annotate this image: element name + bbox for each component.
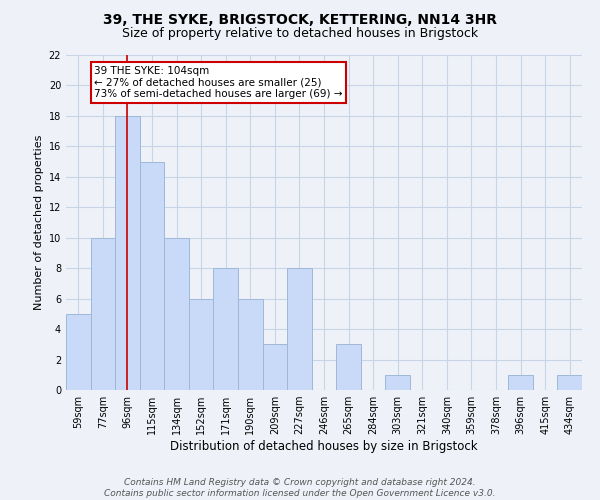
Bar xyxy=(189,298,214,390)
Text: 39 THE SYKE: 104sqm
← 27% of detached houses are smaller (25)
73% of semi-detach: 39 THE SYKE: 104sqm ← 27% of detached ho… xyxy=(94,66,343,99)
Bar xyxy=(336,344,361,390)
Bar xyxy=(91,238,115,390)
Bar xyxy=(263,344,287,390)
X-axis label: Distribution of detached houses by size in Brigstock: Distribution of detached houses by size … xyxy=(170,440,478,453)
Bar xyxy=(385,375,410,390)
Text: 39, THE SYKE, BRIGSTOCK, KETTERING, NN14 3HR: 39, THE SYKE, BRIGSTOCK, KETTERING, NN14… xyxy=(103,12,497,26)
Bar xyxy=(238,298,263,390)
Bar xyxy=(214,268,238,390)
Bar xyxy=(508,375,533,390)
Bar xyxy=(66,314,91,390)
Text: Contains HM Land Registry data © Crown copyright and database right 2024.
Contai: Contains HM Land Registry data © Crown c… xyxy=(104,478,496,498)
Bar xyxy=(115,116,140,390)
Y-axis label: Number of detached properties: Number of detached properties xyxy=(34,135,44,310)
Bar xyxy=(164,238,189,390)
Text: Size of property relative to detached houses in Brigstock: Size of property relative to detached ho… xyxy=(122,28,478,40)
Bar xyxy=(557,375,582,390)
Bar xyxy=(140,162,164,390)
Bar xyxy=(287,268,312,390)
